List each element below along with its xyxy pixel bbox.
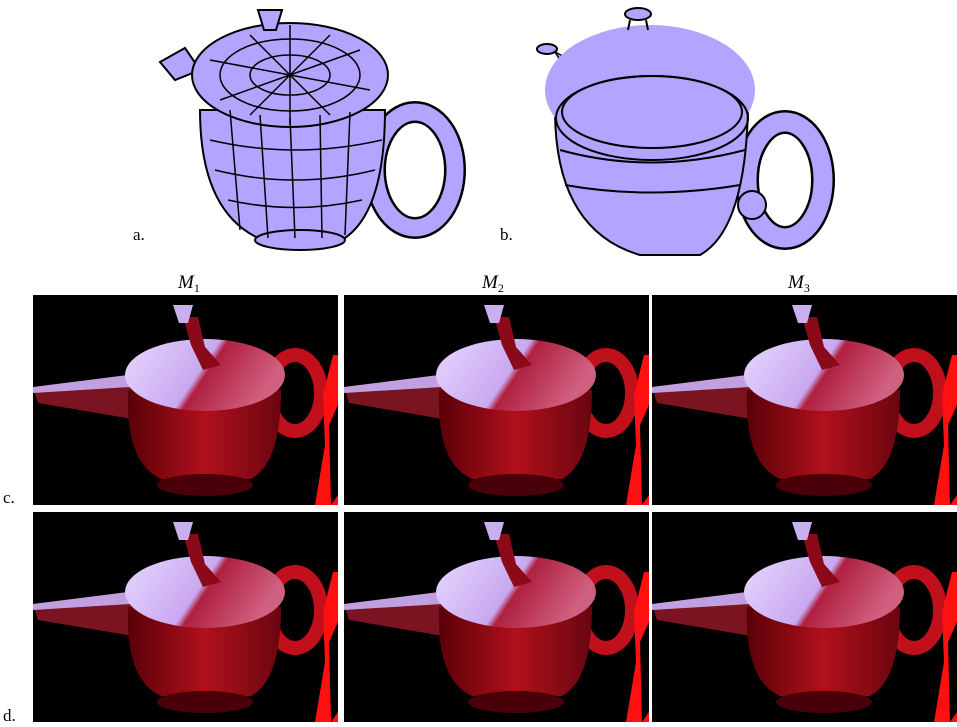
toon-teapot	[536, 7, 835, 256]
render-image	[652, 295, 957, 505]
subscript: 2	[498, 281, 504, 295]
symbol: M	[177, 272, 195, 293]
symbol: M	[787, 272, 805, 293]
column-header: M3	[787, 272, 810, 295]
column-header: M1	[177, 272, 200, 295]
subscript: 1	[194, 281, 200, 295]
render-image	[344, 295, 649, 505]
render-image	[33, 295, 338, 505]
render-image	[652, 512, 957, 722]
render-image	[33, 512, 338, 722]
row-label: c.	[3, 488, 15, 507]
row-label: d.	[3, 706, 16, 725]
panel-label: a.	[133, 225, 145, 244]
wireframe-teapot	[158, 9, 466, 251]
column-header: M2	[481, 272, 504, 295]
subscript: 3	[804, 281, 810, 295]
render-image	[344, 512, 649, 722]
symbol: M	[481, 272, 499, 293]
panel-label: b.	[500, 225, 513, 244]
